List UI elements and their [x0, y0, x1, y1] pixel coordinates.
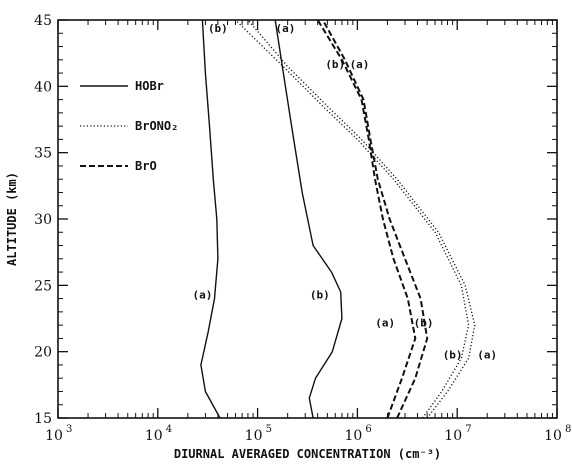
- case-annotation: (b): [414, 316, 434, 329]
- y-tick-label: 20: [34, 345, 52, 361]
- x-tick-exponent: 8: [565, 424, 571, 435]
- series-hobr-b: [274, 19, 343, 419]
- case-annotation: (b): [310, 289, 330, 302]
- axis-ticks: [57, 19, 558, 419]
- x-tick-label: 10: [344, 428, 362, 444]
- legend-label: BrONO₂: [135, 119, 178, 133]
- series-hobr-a: [200, 19, 221, 419]
- series-bro-b: [321, 19, 429, 419]
- case-annotation: (a): [375, 316, 395, 329]
- x-tick-exponent: 5: [266, 424, 272, 435]
- case-annotation: (b): [208, 22, 228, 35]
- y-tick-label: 25: [34, 278, 52, 294]
- case-annotation: (a): [192, 289, 212, 302]
- case-annotation: (a): [477, 348, 497, 361]
- x-tick-exponent: 6: [365, 424, 371, 435]
- case-annotation: (b): [443, 348, 463, 361]
- y-tick-label: 40: [34, 79, 52, 95]
- x-tick-exponent: 3: [66, 424, 72, 435]
- case-annotation: (b): [325, 58, 345, 71]
- x-tick-exponent: 4: [166, 424, 172, 435]
- legend-label: HOBr: [135, 79, 164, 93]
- x-tick-label: 10: [45, 428, 63, 444]
- y-axis-title: ALTITUDE (km): [5, 172, 19, 266]
- y-tick-label: 30: [34, 212, 52, 228]
- legend-label: BrO: [135, 159, 157, 173]
- x-tick-label: 10: [444, 428, 462, 444]
- y-tick-label: 45: [34, 13, 52, 29]
- y-tick-label: 35: [34, 146, 52, 162]
- case-annotation: (a): [350, 58, 370, 71]
- annotation-layer: (a) (b) (a) (b) (b) (a) (b) (a) (b) (a): [192, 22, 497, 361]
- y-tick-label: 15: [34, 411, 52, 427]
- series-bro-a: [316, 19, 417, 419]
- x-axis-title: DIURNAL AVERAGED CONCENTRATION (cm⁻³): [174, 447, 441, 461]
- x-tick-label: 10: [245, 428, 263, 444]
- series-brono-b: [235, 19, 470, 419]
- x-tick-exponent: 7: [465, 424, 471, 435]
- x-tick-label: 10: [145, 428, 163, 444]
- series-layer: [200, 19, 476, 419]
- x-tick-label: 10: [544, 428, 562, 444]
- case-annotation: (a): [275, 22, 295, 35]
- legend: HOBr BrONO₂ BrO: [80, 79, 178, 173]
